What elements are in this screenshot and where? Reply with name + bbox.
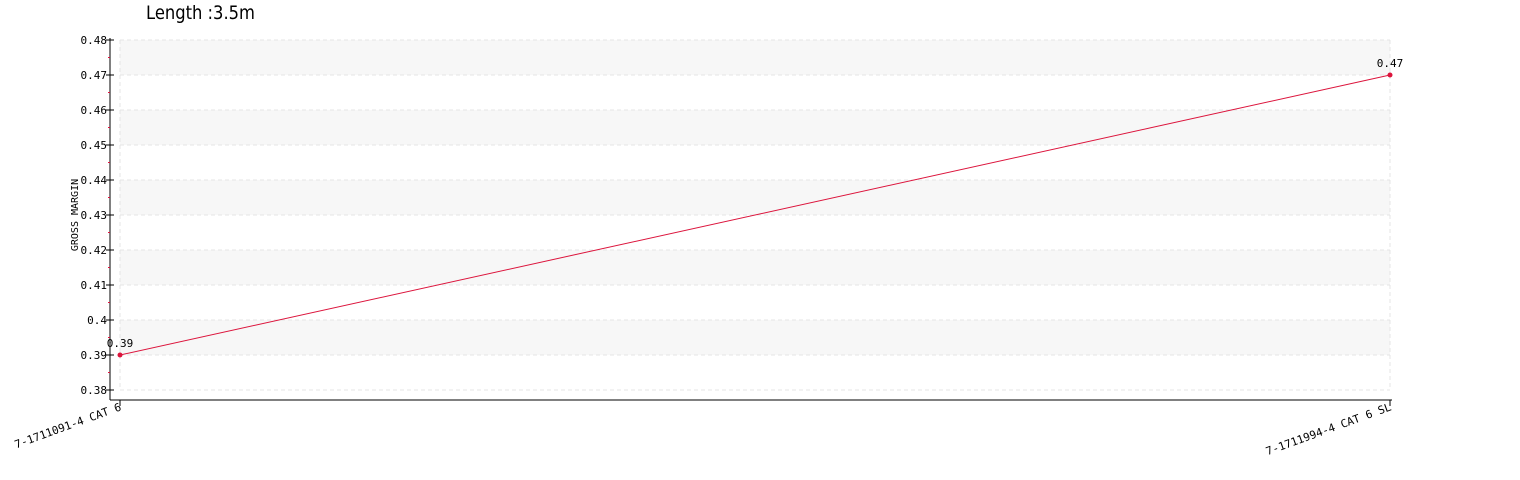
data-point — [1387, 72, 1393, 78]
grid-band — [120, 320, 1390, 355]
x-tick-label: 7-1711091-4 CAT 6 — [13, 401, 123, 452]
series-line — [119, 74, 1391, 356]
y-axis-ticks: 0.38 0.39 0.4 0.41 0.42 0.43 0.44 0.45 0.46 0.47 0… — [81, 34, 114, 397]
y-axis-title: GROSS MARGIN — [70, 179, 81, 251]
y-tick-label: 0.4 — [87, 314, 107, 327]
y-tick-label: 0.43 — [81, 209, 108, 222]
x-tick-label: 7-1711994-4 CAT 6 SL — [1264, 400, 1393, 458]
y-tick-label: 0.45 — [81, 139, 108, 152]
y-tick-label: 0.39 — [81, 349, 108, 362]
grid-band — [120, 250, 1390, 285]
data-point — [117, 352, 123, 358]
background-bands — [120, 40, 1390, 355]
grid-lines — [119, 39, 1391, 391]
chart-title: Length :3.5m — [146, 2, 255, 24]
grid-band — [120, 110, 1390, 145]
data-label: 0.39 — [107, 337, 134, 350]
data-label: 0.47 — [1377, 57, 1404, 70]
grid-band — [120, 40, 1390, 75]
y-tick-label: 0.38 — [81, 384, 108, 397]
y-tick-label: 0.42 — [81, 244, 108, 257]
grid-band — [120, 180, 1390, 215]
y-tick-label: 0.48 — [81, 34, 108, 47]
x-axis-ticks: 7-1711091-4 CAT 6 7-1711994-4 CAT 6 SL — [13, 400, 1393, 458]
y-tick-label: 0.47 — [81, 69, 108, 82]
y-tick-label: 0.41 — [81, 279, 108, 292]
y-tick-label: 0.44 — [81, 174, 108, 187]
y-tick-label: 0.46 — [81, 104, 108, 117]
axes — [109, 38, 1392, 401]
series-layer: 0.39 0.47 — [107, 57, 1404, 358]
